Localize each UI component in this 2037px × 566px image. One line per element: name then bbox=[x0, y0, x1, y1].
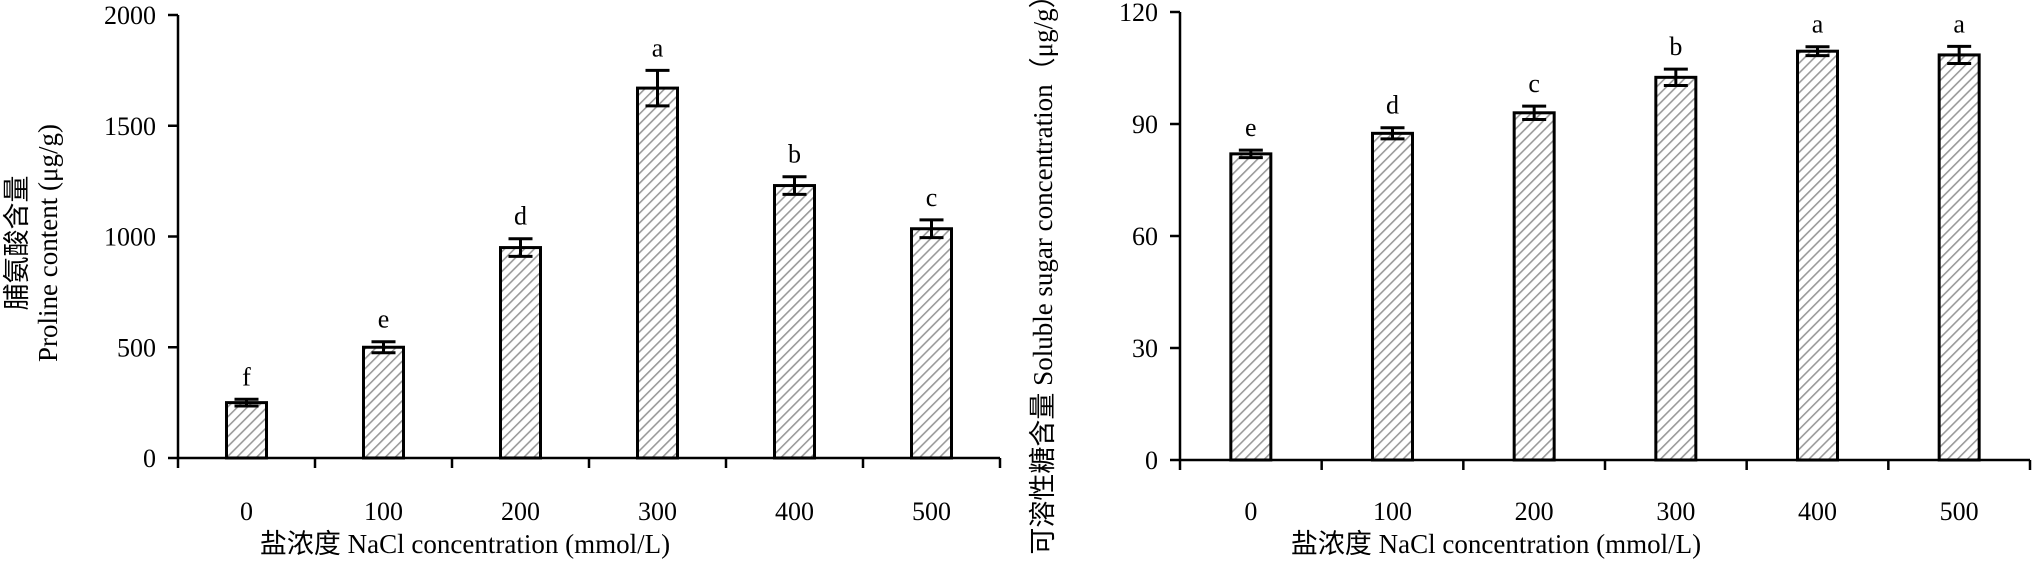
proline-y-ticks: 0 500 1000 1500 2000 bbox=[104, 1, 178, 473]
sugar-error-bar bbox=[1805, 45, 1830, 58]
sugar-x-tick-label: 200 bbox=[1515, 497, 1554, 526]
sugar-error-bar bbox=[1380, 126, 1405, 141]
soluble-sugar-chart: 0 30 60 90 120 0 100 200 300 400 500 e d c b a a 可溶性糖含… bbox=[1028, 0, 2032, 559]
proline-significance-letter: f bbox=[242, 362, 251, 391]
sugar-y-tick-label: 90 bbox=[1132, 110, 1158, 139]
sugar-error-bar bbox=[1238, 148, 1263, 160]
proline-significance-letter: e bbox=[378, 305, 390, 334]
sugar-bar bbox=[1796, 49, 1839, 462]
sugar-x-tick-label: 0 bbox=[1244, 497, 1257, 526]
proline-chart: 0 500 1000 1500 2000 0 100 200 300 400 500 f e d a b c… bbox=[2, 1, 1002, 559]
sugar-significance-letter: a bbox=[1812, 10, 1824, 39]
proline-bar bbox=[225, 401, 268, 460]
sugar-y-ticks: 0 30 60 90 120 bbox=[1119, 0, 1180, 475]
proline-y-tick-label: 2000 bbox=[104, 1, 156, 30]
sugar-y-axis-title: 可溶性糖含量 Soluble sugar concentration（μg/g） bbox=[1028, 0, 1058, 555]
proline-significance-letter: a bbox=[652, 33, 664, 62]
sugar-error-bar bbox=[1947, 44, 1972, 66]
proline-significance-letters: f e d a b c bbox=[242, 33, 937, 391]
proline-y-label-en: Proline content (μg/g) bbox=[33, 124, 63, 362]
proline-error-bar bbox=[508, 237, 533, 258]
sugar-x-ticks: 0 100 200 300 400 500 bbox=[1178, 460, 2032, 526]
proline-x-tick-label: 200 bbox=[501, 497, 540, 526]
proline-x-tick-label: 400 bbox=[775, 497, 814, 526]
sugar-significance-letter: d bbox=[1386, 91, 1399, 120]
proline-bar bbox=[362, 345, 405, 460]
sugar-significance-letter: b bbox=[1669, 32, 1682, 61]
sugar-x-axis-title: 盐浓度 NaCl concentration (mmol/L) bbox=[1291, 529, 1701, 559]
sugar-bar bbox=[1229, 152, 1273, 462]
proline-x-ticks: 0 100 200 300 400 500 bbox=[176, 458, 1002, 526]
proline-axes bbox=[176, 15, 1000, 460]
proline-significance-letter: b bbox=[788, 140, 801, 169]
proline-significance-letter: c bbox=[926, 183, 938, 212]
sugar-x-tick-label: 300 bbox=[1656, 497, 1695, 526]
proline-y-label-cn: 脯氨酸含量 bbox=[2, 176, 32, 311]
sugar-y-tick-label: 30 bbox=[1132, 334, 1158, 363]
sugar-significance-letter: c bbox=[1528, 69, 1540, 98]
proline-bar bbox=[636, 86, 679, 460]
sugar-significance-letter: a bbox=[1953, 9, 1965, 38]
proline-error-bar bbox=[371, 340, 396, 355]
proline-x-tick-label: 100 bbox=[364, 497, 403, 526]
proline-bar bbox=[773, 184, 816, 460]
sugar-error-bar bbox=[1522, 104, 1547, 122]
proline-y-tick-label: 1000 bbox=[104, 223, 156, 252]
proline-x-tick-label: 300 bbox=[638, 497, 677, 526]
proline-x-axis-title: 盐浓度 NaCl concentration (mmol/L) bbox=[260, 529, 670, 559]
proline-error-bar bbox=[919, 218, 944, 240]
sugar-x-tick-label: 500 bbox=[1940, 497, 1979, 526]
sugar-y-tick-label: 0 bbox=[1145, 446, 1158, 475]
sugar-bar bbox=[1937, 53, 1981, 462]
sugar-axes bbox=[1178, 12, 2030, 462]
sugar-x-tick-label: 400 bbox=[1798, 497, 1837, 526]
proline-x-tick-label: 500 bbox=[912, 497, 951, 526]
proline-bars bbox=[225, 86, 953, 460]
proline-x-tick-label: 0 bbox=[240, 497, 253, 526]
proline-y-tick-label: 0 bbox=[143, 444, 156, 473]
proline-error-bars bbox=[234, 68, 944, 408]
proline-bar bbox=[499, 246, 542, 460]
sugar-error-bars bbox=[1238, 44, 1972, 160]
proline-significance-letter: d bbox=[514, 202, 527, 231]
sugar-y-tick-label: 60 bbox=[1132, 222, 1158, 251]
sugar-y-tick-label: 120 bbox=[1119, 0, 1158, 27]
proline-error-bar bbox=[645, 68, 670, 108]
sugar-x-tick-label: 100 bbox=[1373, 497, 1412, 526]
sugar-error-bar bbox=[1663, 67, 1688, 88]
sugar-significance-letters: e d c b a a bbox=[1245, 9, 1965, 142]
sugar-bar bbox=[1371, 131, 1414, 462]
proline-bar bbox=[910, 227, 953, 460]
sugar-bar bbox=[1512, 111, 1556, 462]
proline-y-tick-label: 500 bbox=[117, 333, 156, 362]
sugar-bars bbox=[1229, 49, 1981, 462]
proline-y-tick-label: 1500 bbox=[104, 112, 156, 141]
sugar-significance-letter: e bbox=[1245, 113, 1257, 142]
sugar-bar bbox=[1654, 75, 1698, 462]
proline-error-bar bbox=[782, 175, 807, 196]
proline-error-bar bbox=[234, 397, 259, 408]
